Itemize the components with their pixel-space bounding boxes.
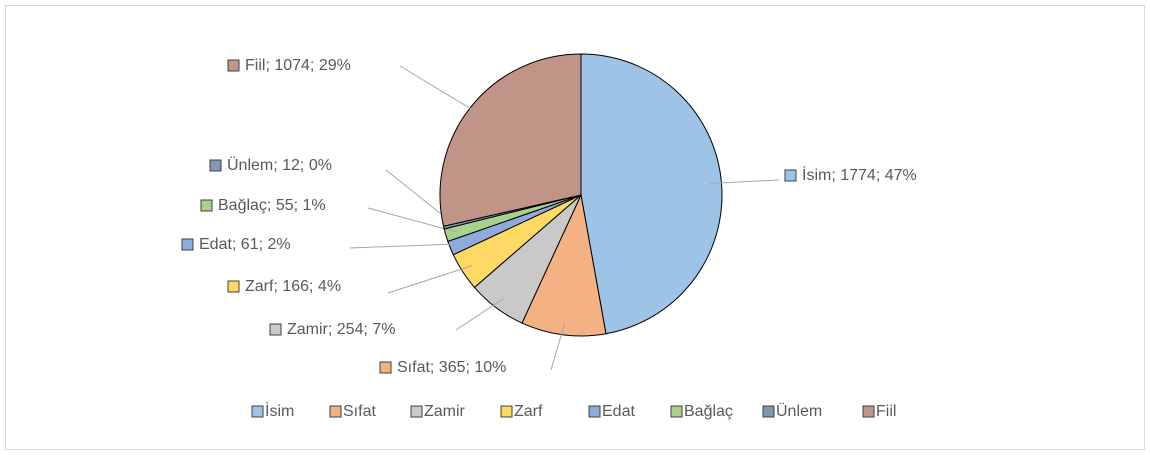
label-swatch [209, 159, 222, 172]
label-swatch [269, 323, 282, 336]
data-label: Sıfat; 365; 10% [397, 359, 506, 376]
data-label: Zamir; 254; 7% [287, 321, 395, 338]
leader-line [349, 243, 461, 249]
legend-swatch [670, 405, 683, 418]
leader-line [367, 207, 457, 233]
legend-label: Edat [602, 403, 635, 420]
legend-label: İsim [265, 401, 294, 420]
data-label: Ünlem; 12; 0% [227, 156, 332, 174]
label-swatch [200, 199, 213, 212]
label-swatch [379, 361, 392, 374]
legend-swatch [410, 405, 423, 418]
data-label: Edat; 61; 2% [199, 236, 291, 253]
leader-line [387, 265, 473, 294]
label-swatch [784, 169, 797, 182]
label-swatch [227, 280, 240, 293]
legend-swatch [588, 405, 601, 418]
data-label: Bağlaç; 55; 1% [218, 197, 326, 214]
leader-line [455, 298, 504, 331]
legend-swatch [329, 405, 342, 418]
leader-line [399, 65, 480, 115]
legend-swatch [251, 405, 264, 418]
legend-label: Ünlem [776, 402, 822, 420]
pie-slice [521, 193, 607, 337]
leader-line [550, 323, 566, 371]
label-swatch [227, 59, 240, 72]
legend-label: Fiil [876, 403, 896, 420]
legend-swatch [862, 405, 875, 418]
data-label: Fiil; 1074; 29% [245, 57, 351, 74]
leader-line [710, 179, 780, 184]
legend-swatch [762, 405, 775, 418]
data-label: İsim; 1774; 47% [802, 165, 917, 184]
legend-label: Zamir [424, 403, 466, 420]
legend-label: Sıfat [343, 403, 376, 420]
legend-label: Zarf [514, 403, 543, 420]
pie-slice [439, 53, 582, 227]
data-label: Zarf; 166; 4% [245, 278, 341, 295]
legend-swatch [500, 405, 513, 418]
legend-label: Bağlaç [684, 403, 733, 420]
label-swatch [181, 238, 194, 251]
